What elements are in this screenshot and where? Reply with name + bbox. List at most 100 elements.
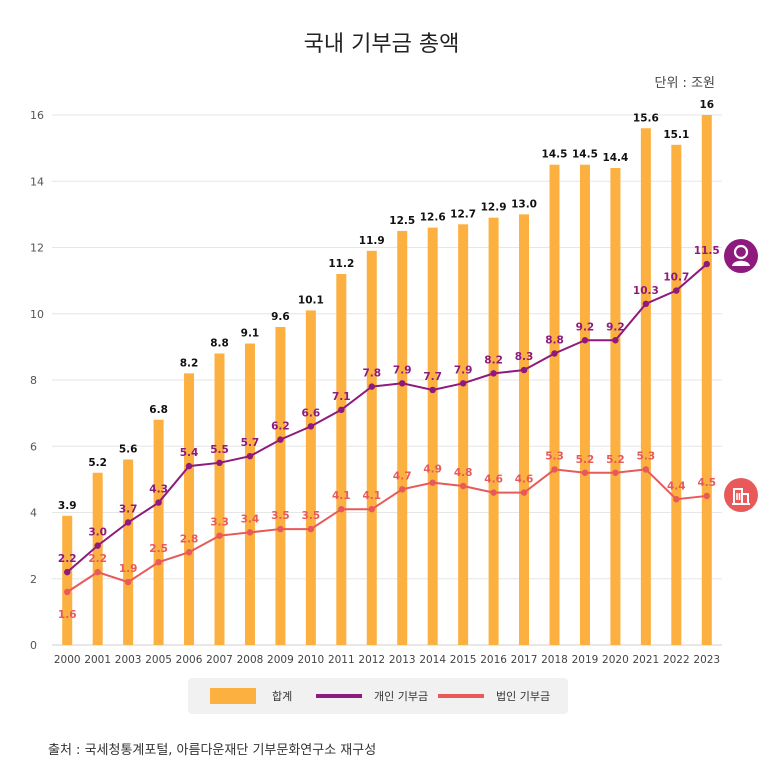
corporate-data-label: 3.5: [302, 510, 321, 522]
individual-line: [66, 263, 708, 573]
bar: [214, 353, 225, 645]
legend-swatch-total: [210, 688, 256, 704]
individual-point: [490, 370, 497, 377]
corporate-data-label: 5.2: [606, 454, 625, 466]
individual-point: [155, 499, 162, 506]
x-tick-label: 2010: [297, 654, 324, 666]
y-tick-label: 2: [30, 573, 37, 586]
individual-point: [520, 366, 528, 374]
bar: [549, 164, 560, 645]
total-data-label: 11.9: [359, 235, 385, 247]
x-tick-label: 2009: [267, 654, 294, 666]
y-tick-label: 4: [30, 507, 37, 520]
corporate-point: [94, 568, 101, 576]
bar: [62, 515, 73, 645]
individual-data-label: 3.0: [88, 527, 107, 539]
corporate-data-label: 3.4: [241, 513, 260, 525]
corporate-point: [703, 492, 710, 500]
bar: [427, 227, 438, 645]
total-data-label: 8.2: [180, 357, 199, 369]
corporate-point: [459, 482, 467, 490]
total-data-label: 12.9: [481, 202, 507, 214]
individual-point: [94, 542, 101, 549]
individual-point: [124, 519, 132, 526]
corporate-data-label: 4.1: [332, 490, 351, 502]
x-tick-label: 2000: [54, 654, 81, 666]
x-tick-label: 2017: [511, 654, 538, 666]
corporate-point: [490, 489, 497, 496]
x-tick-label: 2023: [693, 654, 720, 666]
corporate-point: [64, 588, 71, 596]
total-data-label: 9.1: [241, 328, 260, 340]
individual-data-label: 10.7: [663, 272, 689, 284]
bar: [123, 459, 134, 645]
individual-data-label: 8.2: [484, 354, 503, 366]
individual-data-label: 7.1: [332, 391, 351, 403]
x-tick-label: 2001: [84, 654, 111, 666]
y-tick-label: 8: [30, 374, 37, 387]
corporate-point: [155, 558, 162, 566]
legend-label-total: 합계: [272, 690, 293, 703]
individual-point: [338, 406, 345, 414]
corporate-data-label: 2.5: [149, 543, 168, 555]
total-data-label: 13.0: [511, 198, 537, 210]
corporate-data-label: 5.3: [545, 450, 564, 462]
bar: [519, 214, 530, 645]
bar: [244, 343, 255, 645]
total-data-label: 12.5: [389, 215, 415, 227]
individual-point: [551, 350, 558, 357]
total-data-label: 5.6: [119, 444, 138, 456]
corporate-data-label: 2.8: [180, 533, 199, 545]
bar: [366, 250, 377, 645]
total-data-label: 12.6: [420, 212, 446, 224]
corporate-point: [520, 489, 528, 496]
corporate-point: [642, 466, 650, 473]
corporate-data-label: 5.2: [576, 454, 595, 466]
bar: [488, 217, 499, 645]
bar: [397, 230, 408, 645]
bar: [610, 168, 621, 645]
corporate-point: [246, 529, 254, 536]
individual-point: [673, 287, 680, 294]
corporate-data-label: 2.2: [88, 553, 107, 565]
corporate-point: [612, 469, 619, 476]
individual-data-label: 6.2: [271, 421, 290, 433]
corporate-point: [338, 505, 345, 513]
y-tick-label: 10: [30, 308, 44, 321]
corporate-point: [551, 466, 558, 473]
corporate-point: [216, 532, 223, 539]
chart-title: 국내 기부금 총액: [303, 32, 460, 57]
individual-data-label: 9.2: [606, 321, 625, 333]
x-tick-label: 2011: [328, 654, 355, 666]
y-tick-label: 16: [30, 109, 44, 122]
total-data-label: 16: [699, 99, 714, 111]
corporate-data-label: 5.3: [637, 450, 656, 462]
corporate-point: [277, 525, 284, 533]
total-data-label: 14.5: [542, 149, 568, 161]
legend-swatch-individual: [316, 694, 362, 698]
x-tick-label: 2014: [419, 654, 446, 666]
corporate-point: [368, 505, 375, 513]
corporate-data-label: 4.5: [697, 477, 716, 489]
corporate-data-label: 4.7: [393, 470, 412, 482]
total-data-label: 9.6: [271, 311, 290, 323]
individual-data-label: 5.4: [180, 447, 199, 459]
individual-point: [64, 568, 71, 576]
bar: [153, 419, 164, 645]
corporate-data-label: 4.8: [454, 467, 473, 479]
total-data-label: 8.8: [210, 338, 229, 350]
y-tick-label: 12: [30, 242, 44, 255]
individual-point: [399, 380, 406, 387]
individual-point: [368, 383, 375, 390]
individual-point: [703, 260, 710, 268]
corporate-point: [673, 496, 680, 503]
individual-point: [277, 436, 284, 443]
individual-data-label: 11.5: [694, 245, 720, 257]
bar: [701, 115, 712, 645]
total-data-label: 3.9: [58, 500, 77, 512]
y-tick-label: 6: [30, 440, 37, 453]
y-tick-label: 14: [30, 175, 44, 188]
corporate-point: [185, 549, 193, 556]
bar: [336, 274, 347, 645]
corporate-data-label: 4.6: [515, 474, 534, 486]
